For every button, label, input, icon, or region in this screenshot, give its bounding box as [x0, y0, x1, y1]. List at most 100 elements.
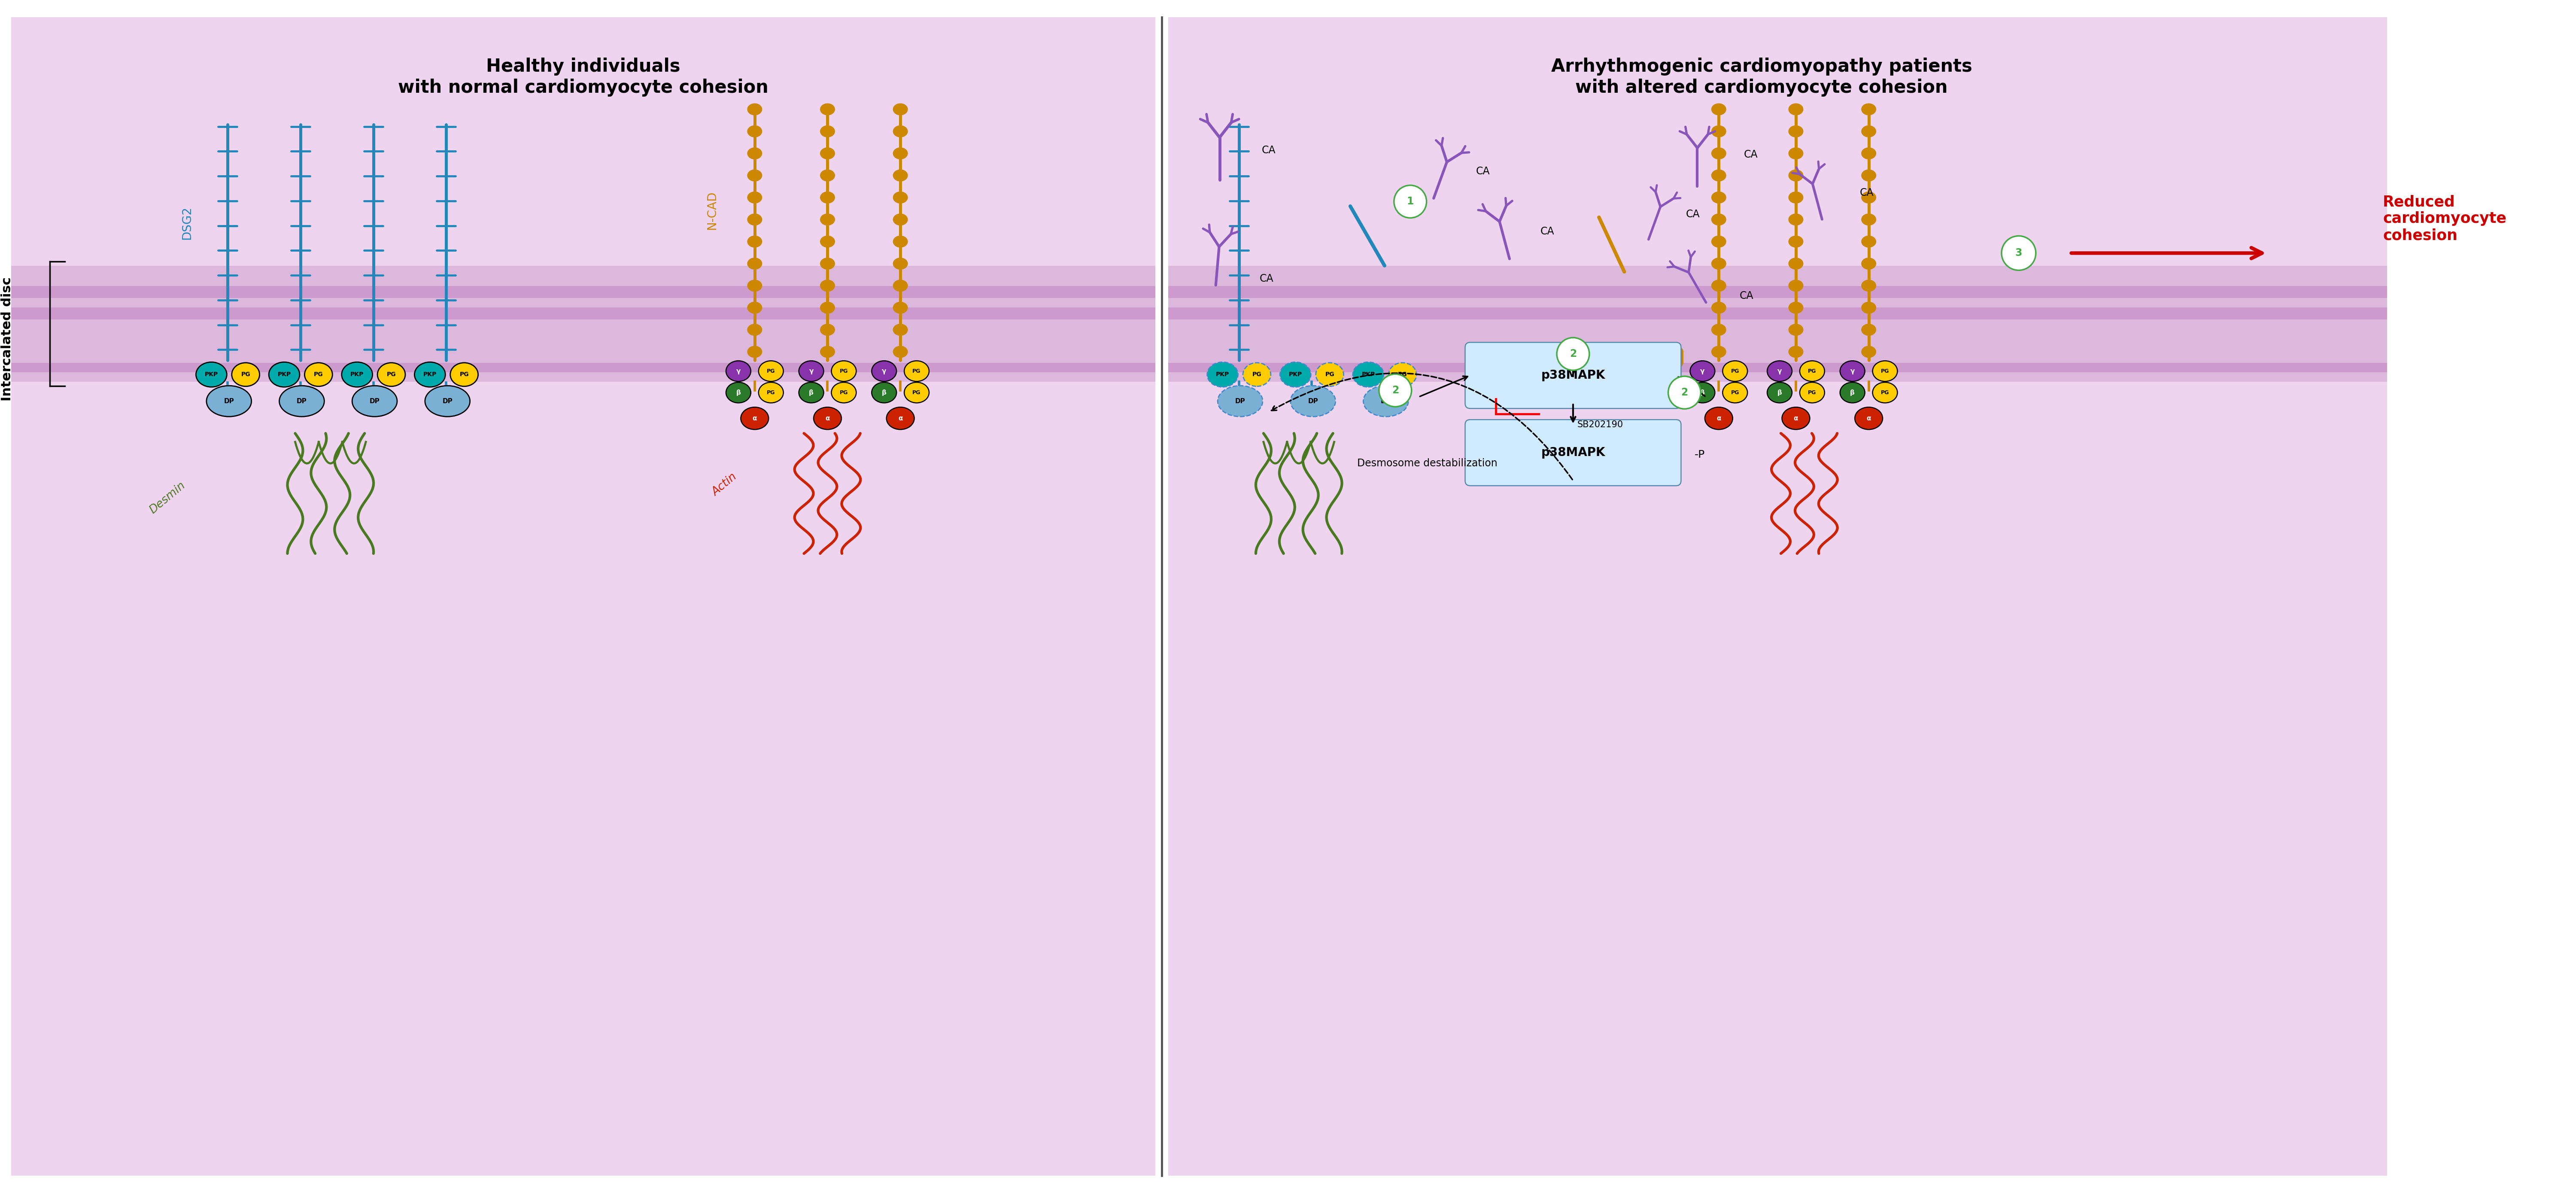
Ellipse shape — [1669, 353, 1682, 365]
Ellipse shape — [894, 103, 907, 115]
Text: PKP: PKP — [350, 371, 363, 378]
Text: PG: PG — [1731, 390, 1739, 396]
Bar — [1167, 308, 2388, 320]
Text: CA: CA — [1744, 150, 1757, 159]
Ellipse shape — [1669, 348, 1682, 360]
Ellipse shape — [832, 383, 855, 403]
Text: γ: γ — [809, 367, 814, 375]
Ellipse shape — [1788, 147, 1803, 159]
Text: PG: PG — [1252, 371, 1262, 378]
Text: PG: PG — [1399, 371, 1406, 378]
Ellipse shape — [1710, 279, 1726, 291]
Ellipse shape — [819, 346, 835, 358]
Text: PKP: PKP — [278, 371, 291, 378]
Ellipse shape — [904, 383, 930, 403]
Ellipse shape — [747, 125, 762, 138]
Text: α: α — [1868, 415, 1870, 422]
Text: PG: PG — [912, 369, 920, 373]
Text: γ: γ — [1700, 367, 1705, 375]
Ellipse shape — [1862, 302, 1875, 314]
Text: β: β — [881, 389, 886, 396]
Ellipse shape — [747, 323, 762, 335]
Circle shape — [1378, 375, 1412, 407]
Circle shape — [2002, 235, 2035, 270]
Text: PG: PG — [912, 390, 920, 396]
Text: Reduced
cardiomyocyte
cohesion: Reduced cardiomyocyte cohesion — [2383, 195, 2506, 243]
Ellipse shape — [742, 407, 768, 429]
Ellipse shape — [894, 346, 907, 358]
Ellipse shape — [819, 103, 835, 115]
Ellipse shape — [871, 383, 896, 403]
Ellipse shape — [1669, 347, 1682, 360]
Ellipse shape — [1862, 323, 1875, 335]
Ellipse shape — [819, 125, 835, 138]
Text: 2: 2 — [1569, 348, 1577, 359]
Bar — [1167, 266, 2388, 339]
Ellipse shape — [819, 170, 835, 182]
Ellipse shape — [1710, 125, 1726, 138]
Text: Actin: Actin — [711, 471, 739, 498]
Ellipse shape — [1669, 352, 1682, 364]
Ellipse shape — [1690, 383, 1716, 403]
Ellipse shape — [1669, 357, 1682, 369]
Ellipse shape — [1669, 347, 1682, 359]
Ellipse shape — [747, 235, 762, 247]
Ellipse shape — [1788, 214, 1803, 226]
Text: γ: γ — [1777, 367, 1783, 375]
Ellipse shape — [1873, 383, 1899, 403]
Ellipse shape — [1862, 346, 1875, 358]
Ellipse shape — [1669, 350, 1682, 361]
Text: 2: 2 — [1391, 385, 1399, 396]
Ellipse shape — [1862, 170, 1875, 182]
Text: CA: CA — [1860, 188, 1873, 199]
Ellipse shape — [353, 385, 397, 416]
Ellipse shape — [268, 363, 299, 386]
Text: PKP: PKP — [204, 371, 219, 378]
Text: DP: DP — [368, 398, 379, 404]
Ellipse shape — [819, 323, 835, 335]
Bar — [1167, 363, 2388, 372]
Ellipse shape — [1767, 383, 1793, 403]
Text: CA: CA — [1262, 145, 1275, 156]
Ellipse shape — [747, 103, 762, 115]
Ellipse shape — [1862, 279, 1875, 291]
Ellipse shape — [747, 302, 762, 314]
Text: DSG2: DSG2 — [180, 207, 193, 240]
Ellipse shape — [894, 191, 907, 203]
Ellipse shape — [1710, 147, 1726, 159]
Circle shape — [1556, 338, 1589, 370]
Text: 3: 3 — [2014, 249, 2022, 258]
FancyArrowPatch shape — [1273, 373, 1571, 479]
Ellipse shape — [1291, 385, 1334, 416]
Ellipse shape — [1208, 363, 1239, 386]
Ellipse shape — [894, 258, 907, 270]
Ellipse shape — [894, 147, 907, 159]
Ellipse shape — [1669, 356, 1682, 367]
Ellipse shape — [1352, 363, 1383, 386]
Ellipse shape — [1705, 407, 1734, 429]
Ellipse shape — [799, 360, 824, 382]
Ellipse shape — [894, 323, 907, 335]
Ellipse shape — [206, 385, 252, 416]
Circle shape — [1669, 376, 1700, 409]
Text: PG: PG — [768, 390, 775, 396]
Text: Intercalated disc: Intercalated disc — [0, 277, 13, 401]
Text: DP: DP — [296, 398, 307, 404]
Bar — [10, 339, 1154, 382]
Text: PKP: PKP — [1216, 371, 1229, 378]
Ellipse shape — [196, 363, 227, 386]
Ellipse shape — [819, 147, 835, 159]
Ellipse shape — [1783, 407, 1811, 429]
Ellipse shape — [894, 235, 907, 247]
Text: γ: γ — [737, 367, 742, 375]
Ellipse shape — [1788, 302, 1803, 314]
Ellipse shape — [726, 383, 750, 403]
Text: CA: CA — [1540, 226, 1553, 237]
Text: Healthy individuals
with normal cardiomyocyte cohesion: Healthy individuals with normal cardiomy… — [399, 58, 768, 96]
Text: γ: γ — [881, 367, 886, 375]
Text: DP: DP — [443, 398, 453, 404]
Text: 2: 2 — [1682, 388, 1687, 398]
Ellipse shape — [894, 170, 907, 182]
Ellipse shape — [1801, 383, 1824, 403]
Text: PG: PG — [242, 371, 250, 378]
